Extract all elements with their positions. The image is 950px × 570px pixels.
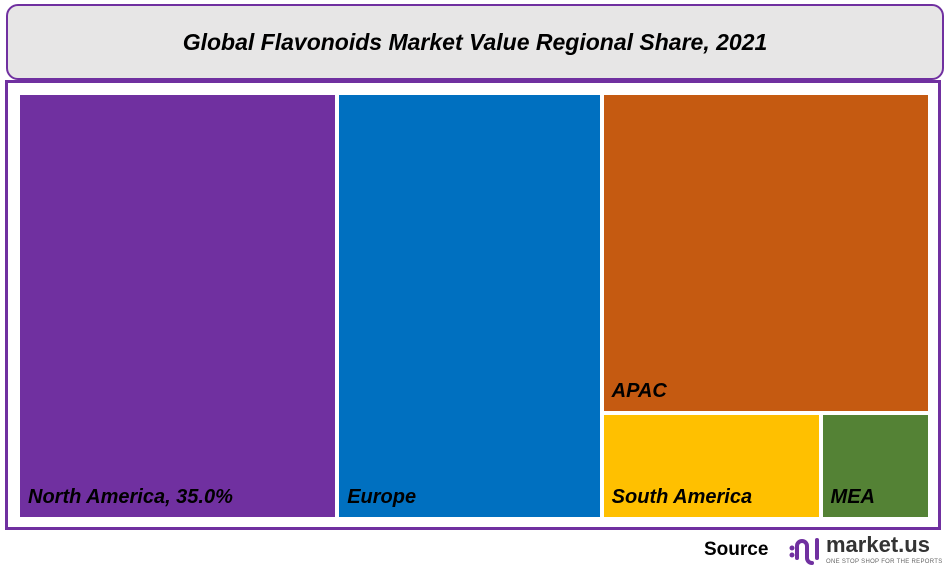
treemap-cell-north-america: North America, 35.0% [18,93,338,519]
logo-text: market.us [826,532,930,557]
chart-title: Global Flavonoids Market Value Regional … [182,28,768,55]
cell-label: North America, 35.0% [28,486,233,508]
treemap-cell-south-america: South America [601,412,821,519]
cell-label: South America [611,486,753,508]
cell-label: MEA [830,486,875,508]
logo-icon [789,537,819,565]
cell-label: APAC [611,379,667,402]
chart-frame [5,80,941,530]
treemap-cell-apac: APAC [601,93,930,413]
market-us-logo: market.us ONE STOP SHOP FOR THE REPORTS [788,533,943,566]
logo-tagline: ONE STOP SHOP FOR THE REPORTS [826,559,943,565]
treemap: North America, 35.0% Europe APAC South Amer… [18,93,930,519]
source-label: Source [704,539,769,560]
cell-label: Europe [347,486,417,508]
title-box: Global Flavonoids Market Value Regional … [6,4,944,80]
treemap-cell-mea: MEA [820,412,930,519]
treemap-cell-europe: Europe [337,93,602,519]
